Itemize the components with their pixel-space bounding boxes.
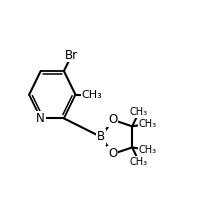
Text: CH₃: CH₃ <box>82 90 102 100</box>
Text: O: O <box>108 147 117 160</box>
Text: B: B <box>97 130 105 143</box>
Text: Br: Br <box>65 49 78 62</box>
Text: O: O <box>108 113 117 126</box>
Text: N: N <box>36 112 45 125</box>
Text: CH₃: CH₃ <box>130 156 148 167</box>
Text: CH₃: CH₃ <box>138 119 156 129</box>
Text: CH₃: CH₃ <box>130 107 148 117</box>
Text: CH₃: CH₃ <box>138 145 156 155</box>
